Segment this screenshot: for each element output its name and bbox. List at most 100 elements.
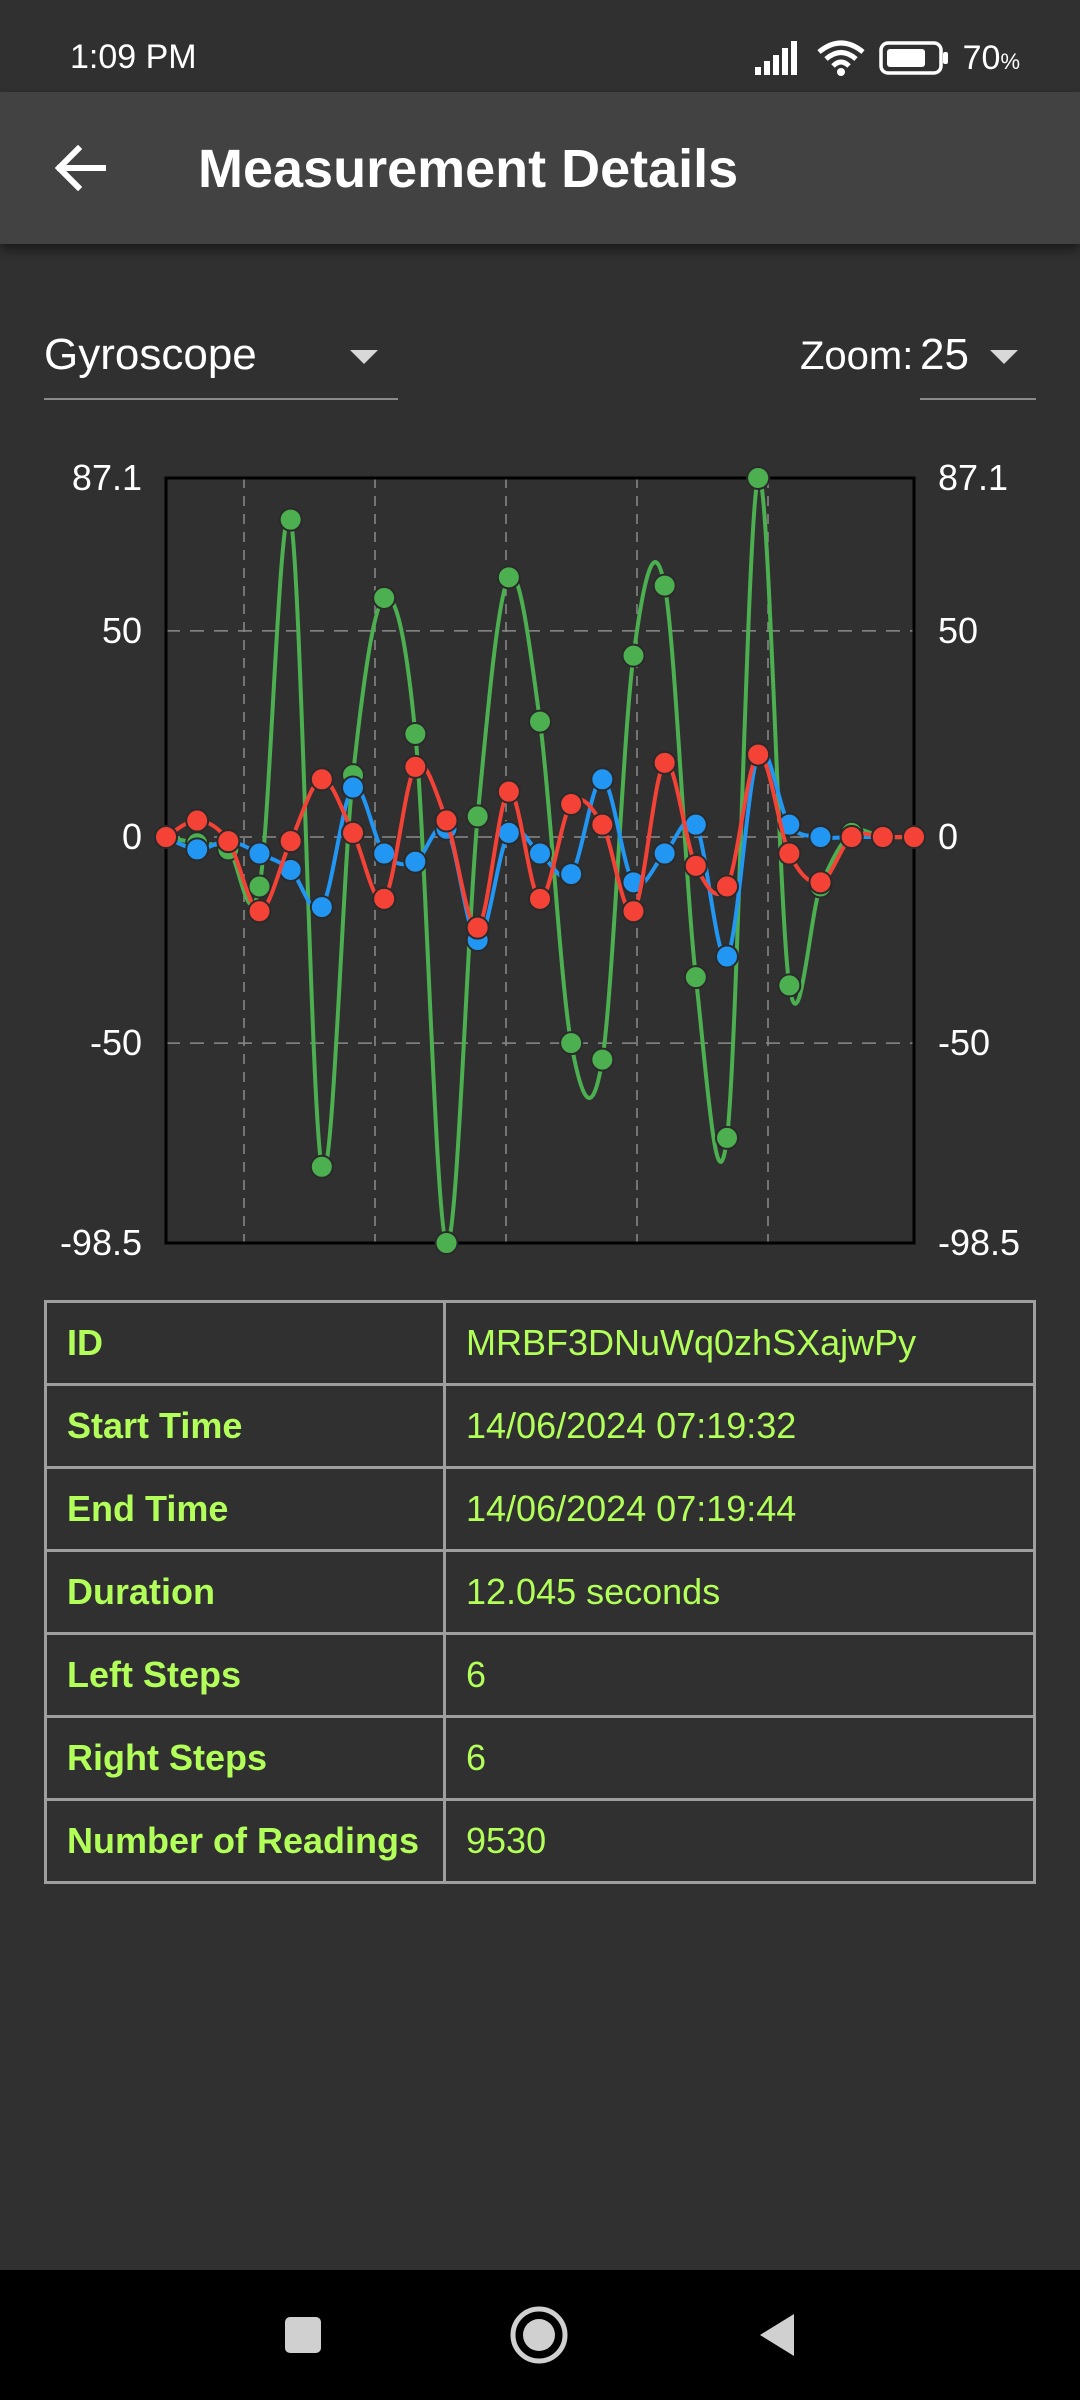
data-point [559,862,584,887]
y-tick-label-right: -50 [938,1022,990,1063]
y-tick-label-right: 0 [938,816,958,857]
zoom-dropdown[interactable]: 25 [920,320,1036,400]
home-button[interactable] [504,2300,574,2370]
dropdown-arrow-icon [350,350,378,364]
data-point [590,812,615,837]
data-point [559,792,584,817]
dropdown-arrow-icon [990,350,1018,364]
data-point [715,944,739,969]
data-point [247,899,272,924]
data-point [746,466,771,490]
table-row: ID MRBF3DNuWq0zhSXajwPy [44,1300,1036,1386]
data-point [652,573,677,598]
table-row: Right Steps 6 [44,1715,1036,1801]
detail-label: Left Steps [44,1632,446,1718]
home-circle-icon [510,2306,568,2364]
recents-square-icon [285,2317,321,2353]
y-tick-label-right: 87.1 [938,457,1008,498]
data-point [528,841,552,866]
data-point [902,825,926,850]
data-point [465,915,490,940]
data-point [715,1125,739,1150]
y-tick-label-left: 87.1 [72,457,142,498]
data-point [372,585,397,610]
zoom-label: Zoom: [800,334,914,378]
data-point [216,829,241,854]
sensor-selected-value: Gyroscope [44,330,257,379]
status-icons: 70% [754,38,1020,78]
data-point [403,849,428,874]
detail-value: 9530 [443,1798,1036,1884]
detail-label: Number of Readings [44,1798,446,1884]
status-bar: 1:09 PM 70% [0,0,1080,92]
data-point [278,829,303,854]
battery-icon [878,41,948,75]
data-point [341,775,365,800]
data-point [247,874,272,899]
detail-label: Duration [44,1549,446,1635]
data-point [621,643,646,668]
y-tick-label-right: -98.5 [938,1222,1020,1260]
wifi-icon [817,40,865,76]
data-point [434,1231,459,1255]
data-point [590,1047,615,1072]
detail-value: 6 [443,1632,1036,1718]
data-point [403,721,428,746]
data-point [683,965,708,990]
page-title: Measurement Details [198,139,739,199]
y-tick-label-right: 50 [938,610,978,651]
data-point [154,825,178,850]
data-point [808,825,833,850]
y-tick-label-left: 50 [102,610,142,651]
table-row: Number of Readings 9530 [44,1798,1036,1884]
data-point [341,820,365,845]
detail-value: 14/06/2024 07:19:44 [443,1466,1036,1552]
table-row: Left Steps 6 [44,1632,1036,1718]
detail-value: MRBF3DNuWq0zhSXajwPy [443,1300,1036,1386]
data-point [278,507,303,532]
nav-back-button[interactable] [742,2300,812,2370]
sensor-dropdown[interactable]: Gyroscope [44,320,398,400]
table-row: End Time 14/06/2024 07:19:44 [44,1466,1036,1552]
data-point [403,754,428,779]
data-point [309,895,334,920]
battery-percent: 70% [962,38,1020,77]
y-tick-label-left: -50 [90,1022,142,1063]
back-triangle-icon [760,2314,794,2356]
system-nav-bar [0,2270,1080,2400]
data-point [185,808,210,833]
zoom-selected-value: 25 [920,330,969,379]
plot-frame [164,476,916,1245]
data-point [870,825,895,850]
data-point [777,841,802,866]
data-point [372,886,397,911]
data-point [185,837,210,862]
status-time: 1:09 PM [70,38,197,76]
y-tick-label-left: 0 [122,816,142,857]
detail-value: 6 [443,1715,1036,1801]
data-point [652,750,677,775]
data-point [496,779,521,804]
data-point [590,767,615,792]
data-point [528,886,552,911]
detail-label: Start Time [44,1383,446,1469]
arrow-back-icon [54,145,106,191]
data-point [808,870,833,895]
sensor-chart: 87.1 87.1 50 50 0 0 -50 -50 -98.5 -98.5 [0,440,1080,1263]
data-point [839,825,864,850]
data-point [528,709,552,734]
detail-label: ID [44,1300,446,1386]
data-point [683,853,708,878]
back-button[interactable] [40,128,120,208]
data-point [559,1031,584,1056]
data-point [621,899,646,924]
table-row: Duration 12.045 seconds [44,1549,1036,1635]
details-table: ID MRBF3DNuWq0zhSXajwPy Start Time 14/06… [44,1300,1036,1884]
data-point [465,804,490,829]
data-point [309,767,334,792]
data-point [434,808,459,833]
table-row: Start Time 14/06/2024 07:19:32 [44,1383,1036,1469]
chart-svg: 87.1 87.1 50 50 0 0 -50 -50 -98.5 -98.5 [60,457,1020,1263]
detail-label: End Time [44,1466,446,1552]
recents-button[interactable] [268,2300,338,2370]
